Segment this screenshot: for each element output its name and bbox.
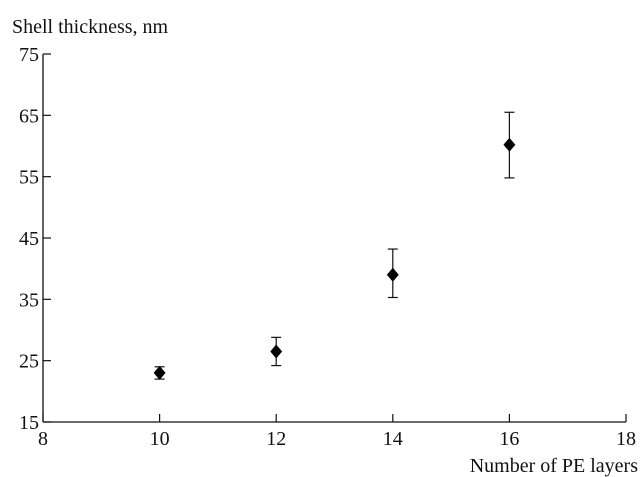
- data-point: [153, 365, 166, 380]
- x-axis-title: Number of PE layers: [470, 455, 639, 477]
- y-tick-label: 35: [19, 289, 39, 311]
- x-tick-label: 12: [266, 428, 286, 450]
- data-point: [503, 137, 516, 152]
- x-tick-label: 8: [38, 428, 48, 450]
- data-point-group: [153, 365, 166, 380]
- y-tick-label: 45: [19, 228, 39, 250]
- x-tick-label: 10: [150, 428, 170, 450]
- y-tick-label: 55: [19, 167, 39, 189]
- data-marks: [153, 111, 516, 380]
- y-tick-label: 65: [19, 105, 39, 127]
- data-point-group: [503, 111, 516, 179]
- y-tick-label: 75: [19, 44, 39, 66]
- data-point-group: [270, 336, 283, 367]
- x-tick-label: 18: [616, 428, 636, 450]
- y-tick-label: 15: [19, 412, 39, 434]
- data-point: [270, 344, 283, 359]
- x-axis-ticks: 8 10 12 14 16 18: [38, 414, 636, 450]
- x-tick-label: 14: [383, 428, 403, 450]
- y-tick-label: 25: [19, 351, 39, 373]
- data-point: [386, 267, 399, 282]
- y-axis-ticks: 15 25 35 45 55 65 75: [19, 44, 51, 434]
- axes: [42, 54, 626, 423]
- y-axis-title: Shell thickness, nm: [12, 16, 169, 38]
- x-tick-label: 16: [499, 428, 519, 450]
- data-point-group: [386, 248, 399, 299]
